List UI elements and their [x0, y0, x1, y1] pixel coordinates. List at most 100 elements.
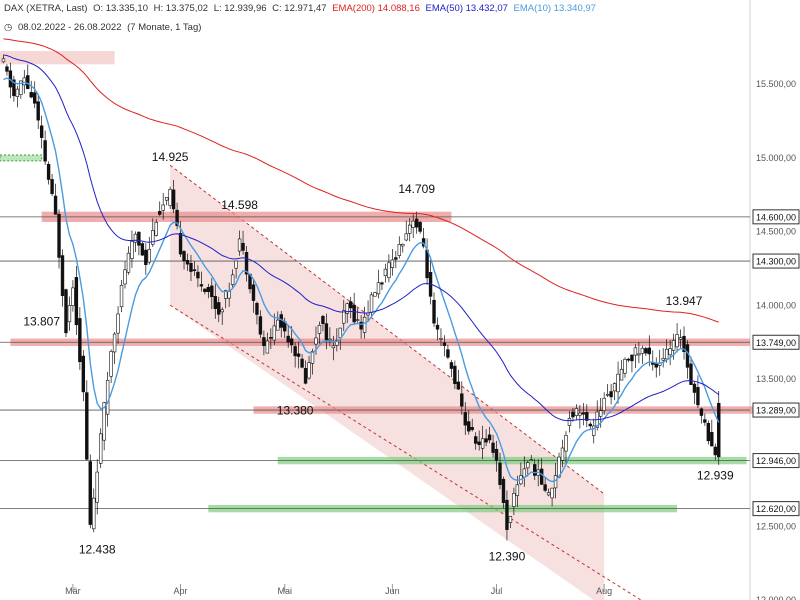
candle-up [133, 233, 138, 243]
candle-up [574, 408, 579, 416]
candle-down [289, 338, 294, 346]
candle-down [682, 335, 686, 353]
candle-up [411, 220, 415, 228]
x-tick-label: Apr [174, 586, 188, 596]
candle-up [668, 348, 672, 356]
candle-down [217, 302, 221, 315]
candle-down [435, 324, 440, 330]
candle-down [293, 346, 297, 357]
candle-down [203, 288, 207, 292]
candle-down [241, 242, 245, 251]
y-tick-label: 15.500,00 [756, 79, 796, 89]
candle-up [130, 241, 134, 259]
candle-up [126, 252, 131, 273]
candle-down [717, 402, 721, 458]
candle-up [508, 516, 513, 523]
candle-up [560, 447, 565, 461]
candle-down [585, 412, 589, 421]
candle-down [140, 243, 145, 256]
x-tick-label: Jul [491, 586, 503, 596]
candle-up [592, 425, 596, 436]
candle-down [171, 189, 176, 210]
candle-up [147, 248, 152, 263]
candle-up [515, 484, 520, 496]
candle-down [581, 412, 586, 415]
price-axis-strip [750, 0, 800, 600]
candle-down [463, 412, 467, 426]
candle-up [1, 58, 6, 63]
candle-up [105, 380, 110, 415]
candle-down [60, 255, 65, 296]
channel-fill [170, 165, 605, 600]
candle-down [692, 383, 697, 393]
candle-down [144, 249, 148, 265]
candle-up [112, 333, 117, 353]
price-label: 13.807 [23, 315, 60, 329]
candle-up [602, 397, 606, 411]
candle-up [623, 358, 627, 374]
candle-down [685, 344, 690, 368]
candle-up [154, 221, 158, 236]
candle-down [647, 347, 652, 355]
candle-up [314, 337, 318, 345]
close-value: C: 12.971,47 [272, 3, 327, 14]
candle-down [199, 284, 204, 287]
candle-up [307, 362, 311, 379]
candle-up [102, 402, 106, 441]
low-value: L: 12.939,96 [213, 3, 267, 14]
x-tick-label: Mär [65, 586, 81, 596]
y-tick-label: 12.000,00 [756, 595, 796, 600]
y-tick-label: 12.500,00 [756, 521, 796, 531]
candle-down [46, 164, 51, 180]
candle-up [276, 319, 280, 331]
candle-up [234, 260, 238, 269]
candle-up [397, 244, 402, 256]
candle-down [251, 284, 256, 301]
y-tick-label: 14.000,00 [756, 300, 796, 310]
price-label: 13.947 [666, 294, 703, 308]
candle-down [442, 342, 447, 346]
candle-down [189, 263, 193, 272]
candle-down [64, 289, 68, 334]
candle-down [571, 411, 575, 418]
price-label: 12.939 [697, 469, 734, 483]
candle-up [317, 325, 322, 334]
date-range: 08.02.2022 - 26.08.2022 [17, 22, 122, 33]
candle-up [553, 475, 558, 489]
candle-up [15, 88, 20, 97]
ema10-line [3, 77, 720, 483]
candle-down [88, 461, 92, 525]
candle-down [206, 287, 211, 293]
candle-down [348, 301, 353, 309]
candle-up [164, 197, 169, 201]
candle-down [710, 432, 714, 447]
candle-down [262, 337, 266, 346]
candle-up [526, 462, 530, 469]
candle-down [185, 260, 190, 265]
candle-down [418, 221, 422, 232]
candle-up [223, 290, 228, 299]
candle-up [640, 347, 645, 354]
level-box [752, 334, 800, 350]
candle-up [619, 368, 624, 381]
price-label: 12.438 [79, 542, 116, 556]
candle-down [33, 92, 37, 104]
price-label: 13.380 [277, 404, 314, 418]
level-box-label: 12.620,00 [756, 504, 796, 514]
chart-header-line1: DAX (XETRA, Last) O: 13.335,10 H: 13.375… [4, 3, 599, 14]
candle-up [529, 459, 533, 461]
candle-down [414, 218, 419, 228]
candle-down [74, 277, 79, 326]
candle-up [369, 294, 374, 313]
candle-up [116, 313, 120, 334]
candle-down [182, 251, 186, 262]
candle-down [543, 484, 547, 491]
candle-down [81, 355, 86, 393]
ema50-line [3, 54, 720, 422]
candle-up [161, 204, 165, 211]
clock-icon: ◷ [4, 22, 13, 33]
candle-down [626, 358, 631, 361]
candle-down [300, 358, 304, 368]
candle-up [439, 337, 443, 340]
ema200-line [3, 38, 719, 323]
